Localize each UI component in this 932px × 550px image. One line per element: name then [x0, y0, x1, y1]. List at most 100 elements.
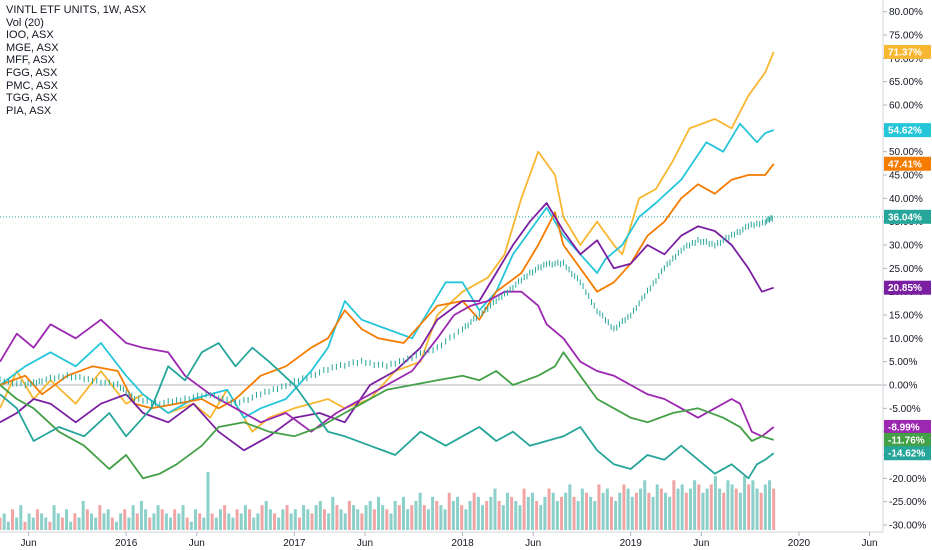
volume-bar — [210, 513, 214, 530]
volume-bar — [618, 492, 622, 530]
x-tick-label: Jun — [21, 538, 37, 549]
volume-bar — [289, 513, 293, 530]
volume-bar — [31, 517, 35, 530]
series-line-0[interactable] — [0, 51, 775, 433]
volume-bar — [252, 517, 256, 530]
volume-bar — [597, 484, 601, 530]
volume-bar — [181, 505, 185, 530]
volume-bar — [310, 513, 314, 530]
volume-bar — [2, 513, 6, 530]
volume-bar — [131, 505, 135, 530]
volume-bar — [422, 505, 426, 530]
volume-bar — [73, 513, 77, 530]
y-tick-label: -25.00% — [889, 497, 926, 508]
legend-pia[interactable]: PIA, ASX — [6, 104, 52, 117]
volume-bar — [331, 496, 335, 530]
volume-bar — [676, 488, 680, 530]
series-line-3[interactable] — [0, 202, 774, 452]
x-tick-label: Jun — [861, 538, 877, 549]
volume-bar — [218, 509, 222, 530]
volume-bar — [343, 513, 347, 530]
last-value-label: 47.41% — [888, 159, 922, 170]
volume-bar — [701, 492, 705, 530]
y-tick-label: 50.00% — [889, 147, 923, 158]
volume-bar — [580, 488, 584, 530]
y-tick-label: 75.00% — [889, 31, 923, 42]
last-value-label: -8.99% — [888, 422, 920, 433]
legend-ioo[interactable]: IOO, ASX — [6, 29, 54, 42]
legend-fgg[interactable]: FGG, ASX — [6, 66, 58, 79]
volume-bar — [726, 480, 730, 530]
volume-bar — [227, 513, 231, 530]
volume-bar — [514, 501, 518, 530]
volume-bar — [759, 492, 763, 530]
series-line-2[interactable] — [0, 163, 775, 410]
volume-bar — [547, 488, 551, 530]
volume-bar — [684, 492, 688, 530]
y-tick-label: -5.00% — [889, 404, 921, 415]
legend-pmc[interactable]: PMC, ASX — [6, 79, 58, 92]
x-tick-label: 2016 — [115, 538, 138, 549]
volume-bar — [526, 496, 530, 530]
volume-bar — [322, 509, 326, 530]
volume-bar — [539, 505, 543, 530]
volume-bar — [0, 517, 2, 530]
series-line-1[interactable] — [0, 122, 774, 419]
volume-bar — [705, 488, 709, 530]
volume-bar — [743, 476, 747, 530]
legend-mff[interactable]: MFF, ASX — [6, 54, 55, 67]
volume-bar — [77, 517, 81, 530]
volume-bar — [722, 492, 726, 530]
volume-bar — [614, 501, 618, 530]
y-tick-label: 30.00% — [889, 241, 923, 252]
volume-bar — [65, 509, 69, 530]
volume-bar — [347, 501, 351, 530]
volume-bar — [69, 521, 73, 530]
volume-bar — [718, 488, 722, 530]
volume-bar — [713, 476, 717, 530]
volume-bar — [543, 496, 547, 530]
x-tick-label: 2018 — [451, 538, 474, 549]
volume-bar — [144, 509, 148, 530]
volume-bar — [401, 496, 405, 530]
volume-bar — [173, 509, 177, 530]
y-tick-label: -30.00% — [889, 521, 926, 532]
legend-tgg[interactable]: TGG, ASX — [6, 92, 58, 105]
volume-bar — [81, 501, 85, 530]
volume-bar — [202, 517, 206, 530]
series-line-5[interactable] — [0, 351, 774, 480]
volume-bar — [734, 488, 738, 530]
volume-bar — [23, 521, 27, 530]
volume-bar — [102, 513, 106, 530]
last-value-label: 54.62% — [888, 126, 922, 137]
volume-bar — [110, 517, 114, 530]
volume-bar — [156, 505, 160, 530]
volume-bar — [335, 505, 339, 530]
volume-bar — [231, 517, 235, 530]
y-tick-label: 70.00% — [889, 54, 923, 65]
volume-bar — [456, 496, 460, 530]
last-value-label: 20.85% — [888, 283, 922, 294]
volume-label[interactable]: Vol (20) — [6, 16, 44, 29]
volume-bar — [152, 513, 156, 530]
legend-mge[interactable]: MGE, ASX — [6, 41, 59, 54]
volume-bar — [772, 488, 776, 530]
y-tick-label: 40.00% — [889, 194, 923, 205]
last-value-label: -11.76% — [888, 435, 925, 446]
last-value-badge: -11.76% — [884, 432, 931, 447]
series-line-6[interactable] — [0, 342, 775, 480]
y-tick-label: 80.00% — [889, 7, 923, 18]
volume-bar — [106, 509, 110, 530]
volume-bar — [435, 501, 439, 530]
last-value-badge: -14.62% — [884, 446, 931, 461]
volume-bar — [56, 513, 60, 530]
volume-bar — [672, 480, 676, 530]
series-line-4[interactable] — [0, 290, 775, 438]
volume-bar — [510, 496, 514, 530]
y-tick-label: 60.00% — [889, 101, 923, 112]
volume-bar — [260, 505, 264, 530]
volume-bar — [651, 496, 655, 530]
chart-title[interactable]: VINTL ETF UNITS, 1W, ASX — [6, 4, 147, 16]
volume-bar — [555, 501, 559, 530]
x-tick-label: 2017 — [283, 538, 306, 549]
